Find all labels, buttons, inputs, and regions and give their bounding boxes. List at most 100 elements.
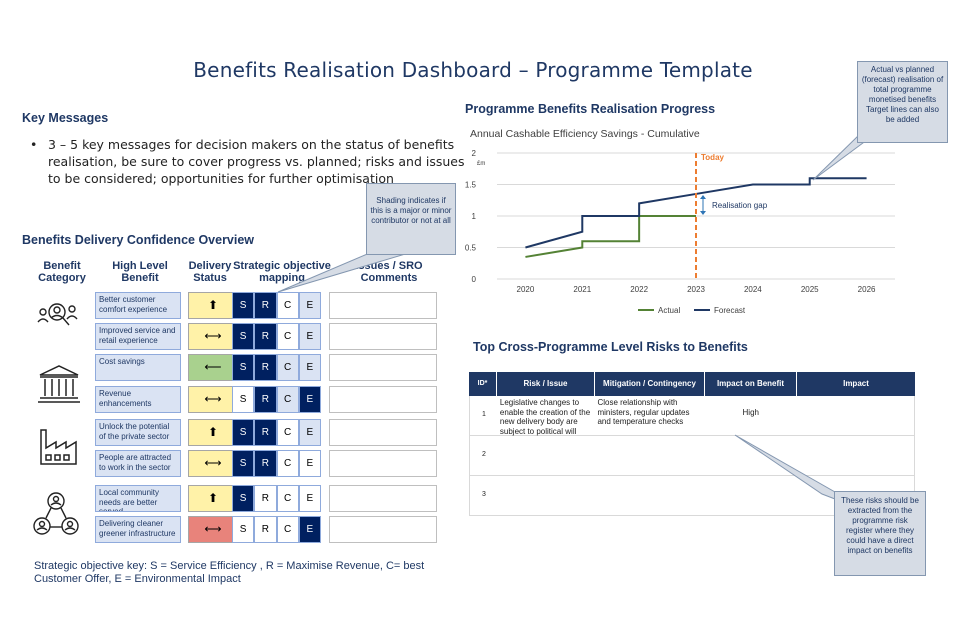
key-messages-text: 3 – 5 key messages for decision makers o… [48, 137, 465, 186]
risk-text [498, 476, 596, 515]
mapping-cell-e: E [298, 292, 321, 319]
mapping-cell-r: R [254, 386, 277, 413]
mapping-cell-c: C [276, 292, 299, 319]
x-tick-label: 2025 [801, 285, 819, 294]
progress-heading: Programme Benefits Realisation Progress [465, 102, 716, 116]
gap-arrow-head-up [700, 194, 706, 199]
risk-id: 1 [481, 411, 486, 418]
delivery-status-arrow: ⬆ [188, 292, 238, 319]
mapping-cell-c: C [276, 354, 299, 381]
community-network-icon [33, 492, 79, 535]
risk-mitigation [595, 476, 705, 515]
mapping-cell-c: C [276, 485, 299, 512]
sro-comment-box[interactable] [329, 485, 437, 512]
bullet-glyph: • [30, 137, 38, 152]
mapping-cell-s: S [232, 485, 255, 512]
benefit-label: Unlock the potential of the private sect… [95, 419, 181, 446]
risk-col-mitigation: Mitigation / Contingency [595, 372, 705, 396]
mapping-cell-e: E [298, 485, 321, 512]
mapping-cell-s: S [232, 386, 255, 413]
sro-comment-box[interactable] [329, 354, 437, 381]
mapping-cell-r: R [254, 516, 277, 543]
delivery-status-arrow: ⟷ [188, 516, 238, 543]
mapping-cell-e: E [298, 386, 321, 413]
risk-id: 2 [481, 451, 486, 458]
delivery-status-arrow: ⬆ [188, 419, 238, 446]
sro-comment-box[interactable] [329, 323, 437, 350]
mapping-cell-s: S [232, 323, 255, 350]
y-tick-label: 0.5 [465, 244, 477, 253]
customer-search-icon [37, 303, 78, 326]
mapping-cell-c: C [276, 450, 299, 477]
x-tick-label: 2026 [858, 285, 876, 294]
mapping-cell-e: E [298, 516, 321, 543]
x-tick-label: 2022 [630, 285, 648, 294]
mapping-cell-c: C [276, 419, 299, 446]
risks-table-header: ID* Risk / Issue Mitigation / Contingenc… [469, 372, 915, 396]
col-header-mapping: Strategic objective mapping [233, 260, 331, 284]
chart-title: Annual Cashable Efficiency Savings - Cum… [470, 128, 700, 140]
mapping-cell-s: S [232, 450, 255, 477]
callout-chart: Actual vs planned (forecast) realisation… [857, 61, 948, 143]
sro-comment-box[interactable] [329, 419, 437, 446]
callout-pointer-risks [734, 434, 849, 505]
series-line-forecast [525, 177, 867, 249]
risk-text: Legislative changes to enable the creati… [499, 398, 591, 436]
delivery-status-arrow: ⟵ [188, 354, 238, 381]
legend-label: Forecast [714, 306, 746, 315]
sro-comment-box[interactable] [329, 292, 437, 319]
mapping-cell-e: E [298, 323, 321, 350]
risk-mitigation: Close relationship with ministers, regul… [597, 398, 690, 426]
mapping-cell-c: C [276, 323, 299, 350]
benefit-label: Improved service and retail experience [95, 323, 181, 350]
y-tick-label: 1.5 [465, 181, 477, 190]
confidence-heading: Benefits Delivery Confidence Overview [22, 233, 255, 247]
sro-comment-box[interactable] [329, 450, 437, 477]
benefit-label: Cost savings [95, 354, 181, 381]
delivery-status-arrow: ⟷ [188, 323, 238, 350]
mapping-cell-s: S [232, 354, 255, 381]
mapping-cell-c: C [276, 516, 299, 543]
mapping-cell-s: S [232, 419, 255, 446]
col-header-category: Benefit Category [38, 260, 86, 284]
risk-row: 3 [470, 476, 914, 516]
x-tick-label: 2020 [517, 285, 535, 294]
key-messages-body: • 3 – 5 key messages for decision makers… [30, 136, 470, 187]
factory-icon [40, 429, 77, 465]
sro-comment-box[interactable] [329, 516, 437, 543]
mapping-cell-e: E [298, 419, 321, 446]
risk-col-risk: Risk / Issue [497, 372, 595, 396]
benefit-label: Local community needs are better served [95, 485, 181, 512]
benefit-label: Revenue enhancements [95, 386, 181, 413]
col-header-benefit: High Level Benefit [112, 260, 168, 284]
benefits-progress-chart: 0 0.5 1 1.5 2£m 2020 2021 2022 2023 2024 2025 2026 T… [465, 149, 895, 315]
y-tick-label: 1 [472, 212, 477, 221]
benefit-label: Delivering cleaner greener infrastructur… [95, 516, 181, 543]
gap-label: Realisation gap [712, 201, 768, 210]
risk-col-impact: Impact [843, 379, 869, 388]
risks-heading: Top Cross-Programme Level Risks to Benef… [473, 340, 748, 354]
delivery-status-arrow: ⬆ [188, 485, 238, 512]
risks-table: ID* Risk / Issue Mitigation / Contingenc… [469, 372, 915, 516]
mapping-cell-c: C [276, 386, 299, 413]
callout-risks: These risks should be extracted from the… [834, 491, 926, 576]
risk-col-id: ID* [469, 372, 497, 396]
page-title: Benefits Realisation Dashboard – Program… [193, 58, 753, 82]
strategic-objective-key: Strategic objective key: S = Service Eff… [34, 560, 425, 585]
x-tick-label: 2023 [687, 285, 705, 294]
delivery-status-arrow: ⟷ [188, 386, 238, 413]
sro-comment-box[interactable] [329, 386, 437, 413]
series-line-actual [525, 215, 696, 258]
risk-row: 2 [470, 436, 914, 476]
risk-id: 3 [481, 491, 486, 498]
callout-shading: Shading indicates if this is a major or … [366, 183, 456, 255]
benefit-label: Better customer comfort experience [95, 292, 181, 319]
mapping-cell-r: R [254, 450, 277, 477]
x-tick-label: 2024 [744, 285, 762, 294]
